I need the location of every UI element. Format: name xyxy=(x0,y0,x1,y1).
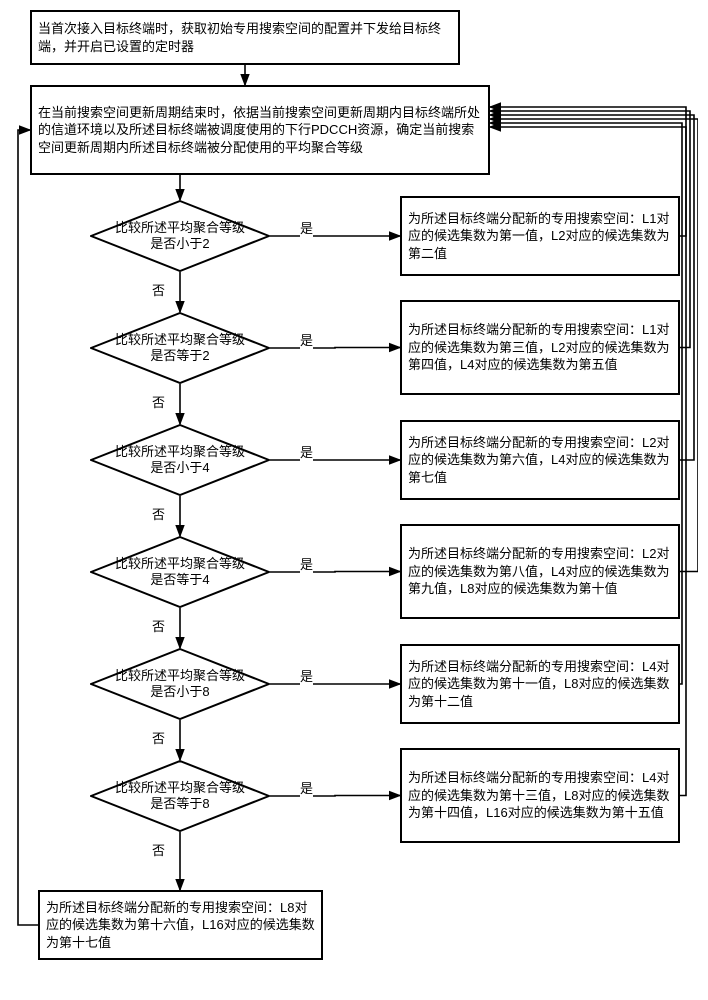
decision-0: 比较所述平均聚合等级是否小于2 xyxy=(90,200,270,272)
decision-2-label: 比较所述平均聚合等级是否小于4 xyxy=(90,424,270,496)
yes-label-5: 是 xyxy=(300,778,313,797)
yes-label-3: 是 xyxy=(300,554,313,573)
no-label-4: 否 xyxy=(152,728,165,747)
decision-4: 比较所述平均聚合等级是否小于8 xyxy=(90,648,270,720)
result-0: 为所述目标终端分配新的专用搜索空间：L1对应的候选集数为第一值，L2对应的候选集… xyxy=(400,196,680,276)
decision-3: 比较所述平均聚合等级是否等于4 xyxy=(90,536,270,608)
yes-label-1: 是 xyxy=(300,330,313,349)
no-label-3: 否 xyxy=(152,616,165,635)
decision-5: 比较所述平均聚合等级是否等于8 xyxy=(90,760,270,832)
yes-label-2: 是 xyxy=(300,442,313,461)
no-label-1: 否 xyxy=(152,392,165,411)
no-label-0: 否 xyxy=(152,280,165,299)
decision-4-label: 比较所述平均聚合等级是否小于8 xyxy=(90,648,270,720)
result-5: 为所述目标终端分配新的专用搜索空间：L4对应的候选集数为第十三值，L8对应的候选… xyxy=(400,748,680,843)
no-label-2: 否 xyxy=(152,504,165,523)
final-box: 为所述目标终端分配新的专用搜索空间：L8对应的候选集数为第十六值，L16对应的候… xyxy=(38,890,323,960)
decision-2: 比较所述平均聚合等级是否小于4 xyxy=(90,424,270,496)
result-2: 为所述目标终端分配新的专用搜索空间：L2对应的候选集数为第六值，L4对应的候选集… xyxy=(400,420,680,500)
decision-0-label: 比较所述平均聚合等级是否小于2 xyxy=(90,200,270,272)
decision-1: 比较所述平均聚合等级是否等于2 xyxy=(90,312,270,384)
result-4: 为所述目标终端分配新的专用搜索空间：L4对应的候选集数为第十一值，L8对应的候选… xyxy=(400,644,680,724)
result-1: 为所述目标终端分配新的专用搜索空间：L1对应的候选集数为第三值，L2对应的候选集… xyxy=(400,300,680,395)
yes-label-0: 是 xyxy=(300,218,313,237)
decision-5-label: 比较所述平均聚合等级是否等于8 xyxy=(90,760,270,832)
decision-3-label: 比较所述平均聚合等级是否等于4 xyxy=(90,536,270,608)
yes-label-4: 是 xyxy=(300,666,313,685)
result-3: 为所述目标终端分配新的专用搜索空间：L2对应的候选集数为第八值，L4对应的候选集… xyxy=(400,524,680,619)
start-box: 当首次接入目标终端时，获取初始专用搜索空间的配置并下发给目标终端，并开启已设置的… xyxy=(30,10,460,65)
cycle-box: 在当前搜索空间更新周期结束时，依据当前搜索空间更新周期内目标终端所处的信道环境以… xyxy=(30,85,490,175)
no-label-5: 否 xyxy=(152,840,165,859)
decision-1-label: 比较所述平均聚合等级是否等于2 xyxy=(90,312,270,384)
